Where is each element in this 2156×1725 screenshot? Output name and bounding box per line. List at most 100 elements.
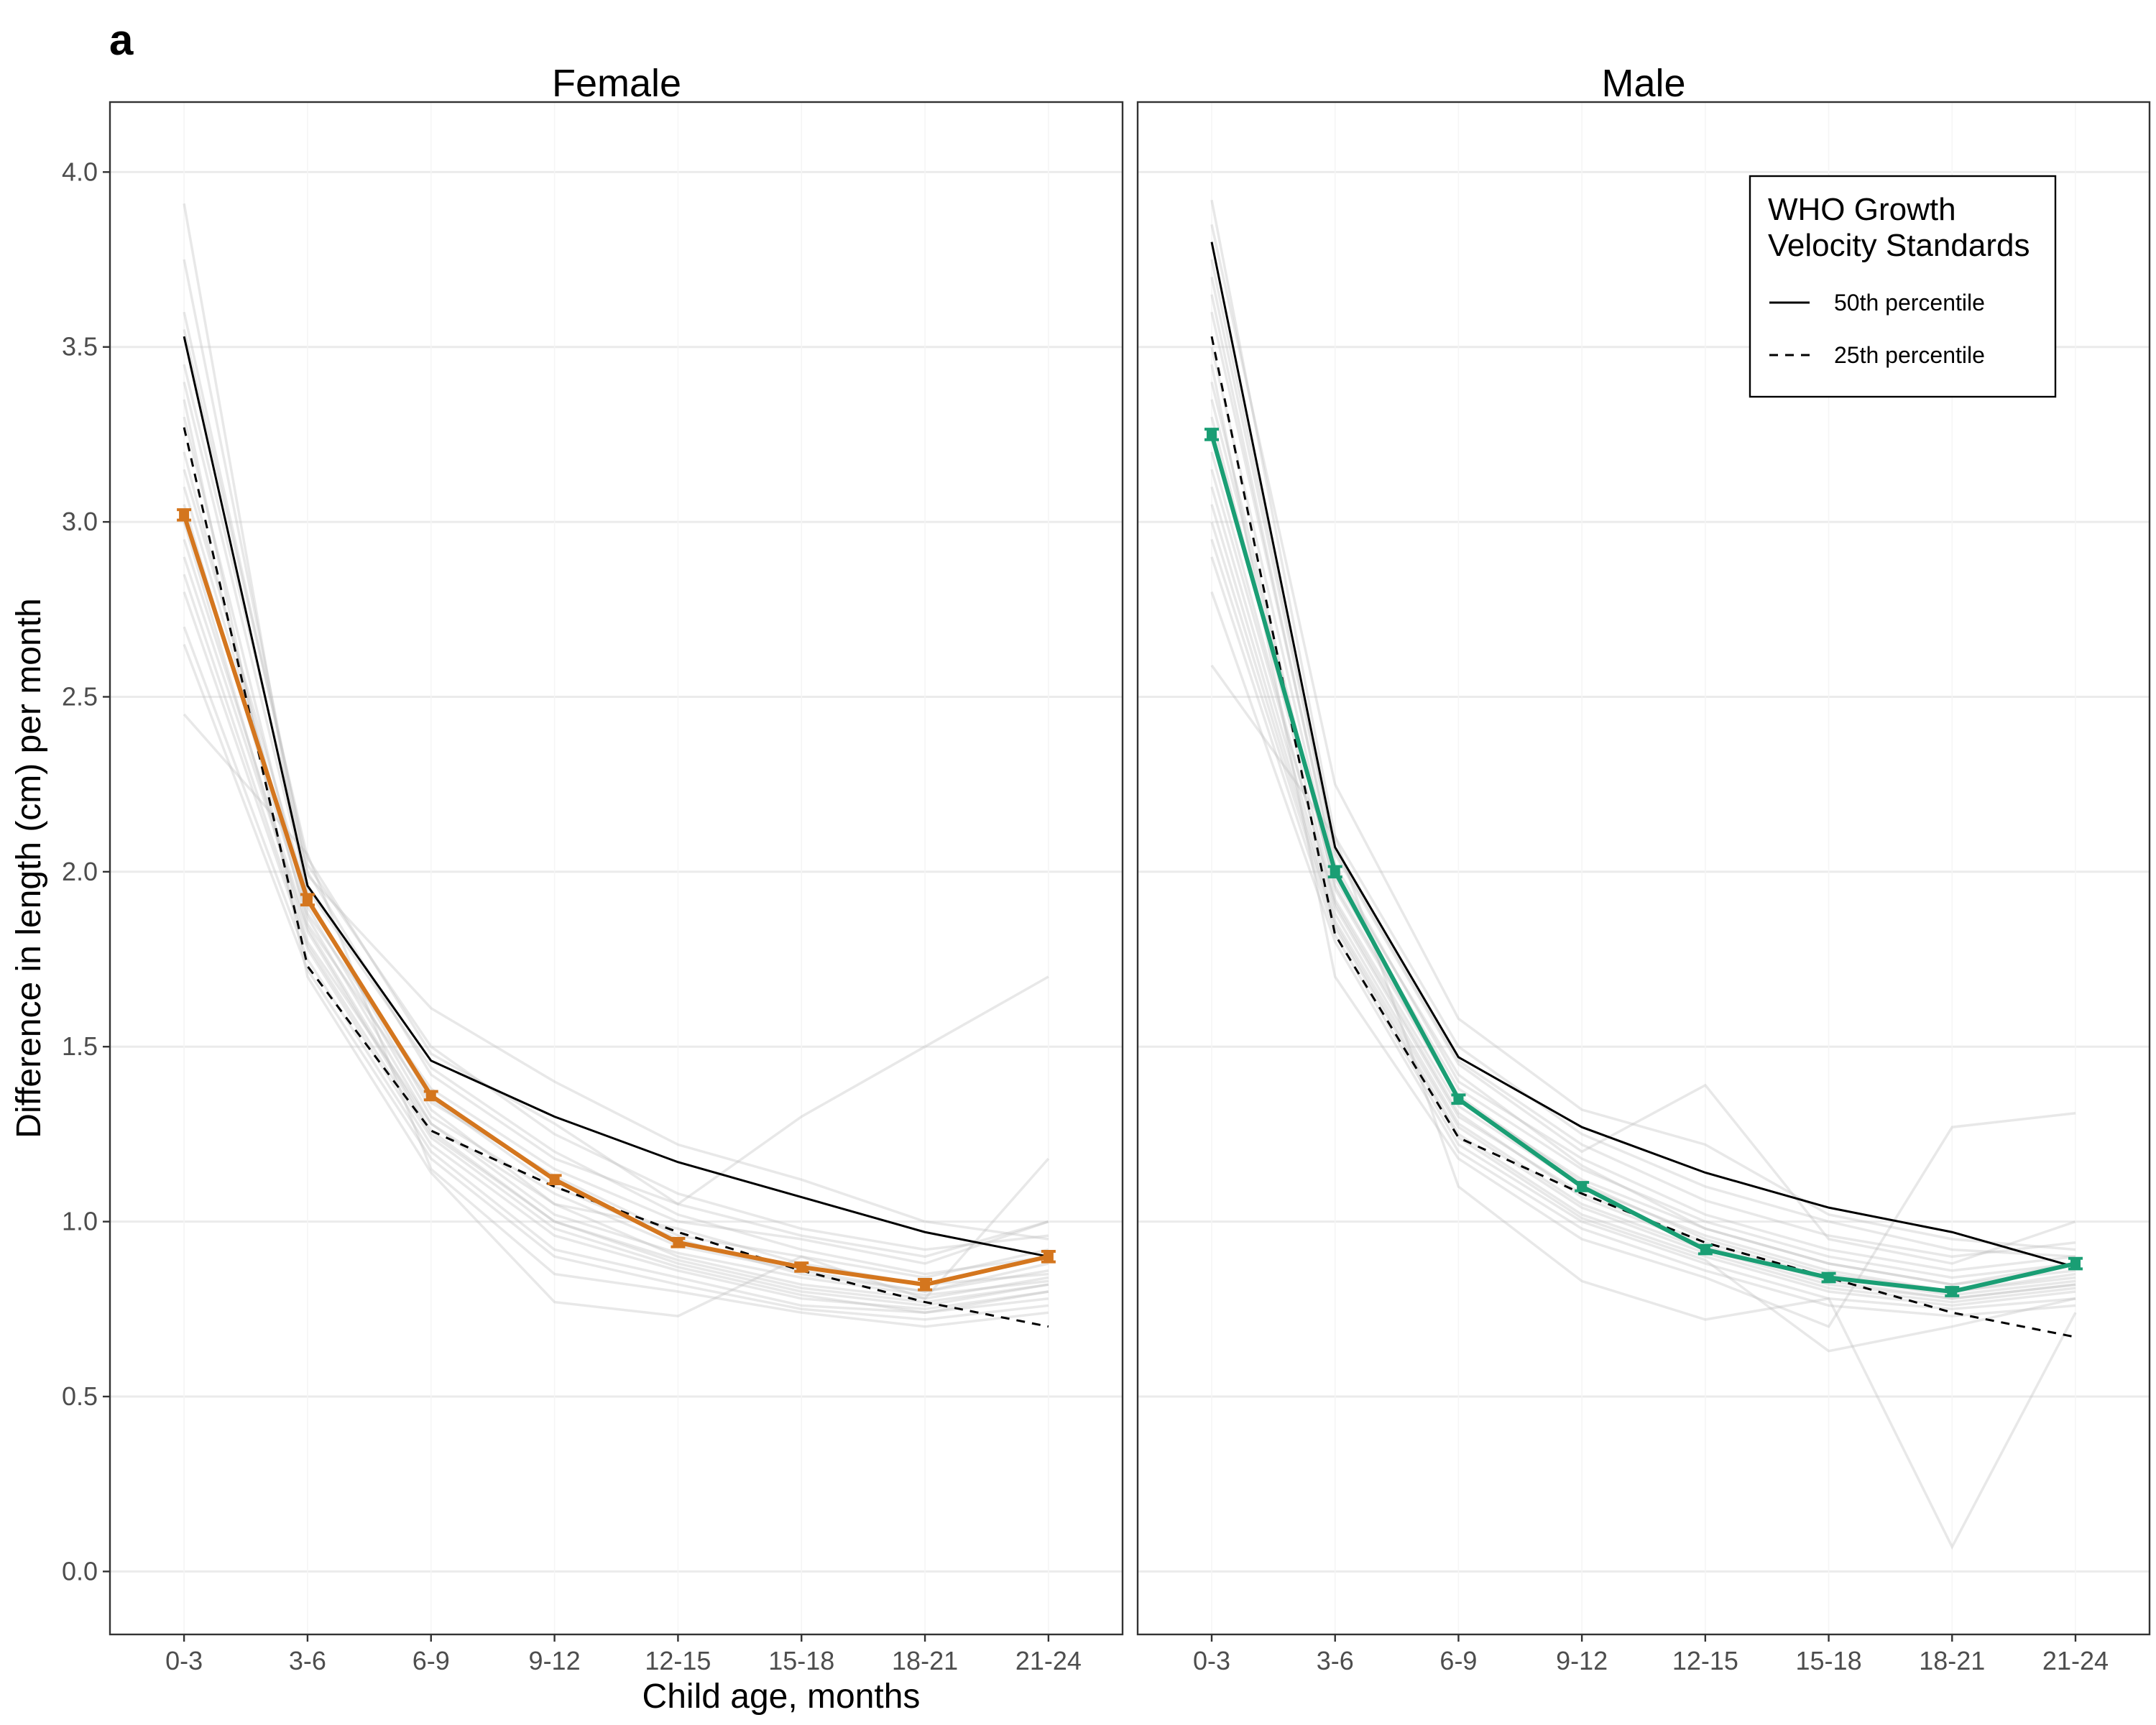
background-line [183, 626, 1049, 1314]
x-tick-label: 3-6 [1317, 1646, 1354, 1675]
male-panel: Male 0-3 3-6 6-9 9-12 12-15 15-18 18-21 21-24 [1136, 62, 2151, 1675]
legend-title-line1: WHO Growth [1768, 192, 1956, 227]
female-gridlines [110, 102, 1123, 1634]
background-line [1210, 469, 2076, 1300]
x-tick-label: 18-21 [892, 1646, 958, 1675]
who-50th-line [183, 336, 1049, 1258]
background-line [183, 521, 1049, 1300]
female-panel: Female 0-3 3-6 6-9 9-12 12-15 15-18 18-21 21-24 [109, 62, 1124, 1675]
panel-label: a [109, 16, 134, 64]
x-tick-label: 12-15 [645, 1646, 711, 1675]
y-tick-label: 4.0 [62, 157, 98, 186]
x-tick-label: 15-18 [1796, 1646, 1862, 1675]
y-tick-label: 0.0 [62, 1556, 98, 1586]
data-point [1947, 1287, 1958, 1296]
x-tick-label: 3-6 [289, 1646, 326, 1675]
y-tick-label: 1.0 [62, 1207, 98, 1236]
data-point [1453, 1095, 1464, 1104]
background-line [183, 469, 1049, 1286]
y-tick-label: 0.5 [62, 1381, 98, 1411]
background-line [183, 486, 1049, 1293]
background-line [1210, 521, 2076, 1307]
x-tick-label: 21-24 [2042, 1646, 2109, 1675]
x-tick-label: 9-12 [1556, 1646, 1608, 1675]
background-line [183, 203, 1049, 1293]
background-line [183, 556, 1049, 1307]
data-point [179, 510, 190, 520]
legend-box [1749, 175, 2057, 398]
legend: WHO Growth Velocity Standards 50th perce… [1749, 175, 2057, 398]
background-line [183, 504, 1049, 1297]
background-line [1210, 381, 2076, 1286]
y-tick-label: 2.0 [62, 857, 98, 886]
background-line [1210, 664, 2077, 1550]
background-line [1210, 259, 2076, 1259]
x-tick-label: 6-9 [1439, 1646, 1477, 1675]
data-point [1043, 1252, 1054, 1261]
main-series-line [182, 514, 1049, 1287]
background-line [183, 538, 1049, 1304]
female-main-series [177, 508, 1056, 1292]
x-tick-label: 0-3 [165, 1646, 203, 1675]
male-x-ticks: 0-3 3-6 6-9 9-12 12-15 15-18 18-21 21-24 [1193, 1634, 2109, 1675]
y-tick-label: 2.5 [62, 681, 98, 711]
data-point [796, 1262, 807, 1271]
female-panel-border [109, 101, 1124, 1636]
y-axis-ticks: 0.0 0.5 1.0 1.5 2.0 2.5 3.0 3.5 4.0 [62, 157, 110, 1586]
background-line [183, 591, 1049, 1311]
y-tick-label: 1.5 [62, 1031, 98, 1061]
data-point [673, 1238, 683, 1247]
female-x-ticks: 0-3 3-6 6-9 9-12 12-15 15-18 18-21 21-24 [165, 1634, 1082, 1675]
background-line [1210, 486, 2076, 1300]
background-line [1210, 538, 2076, 1353]
background-line [183, 643, 1049, 1321]
x-tick-label: 21-24 [1015, 1646, 1082, 1675]
background-line [1210, 224, 2076, 1251]
who-50th-line [1210, 242, 2076, 1269]
data-point [1207, 430, 1217, 439]
background-line [1210, 504, 2076, 1304]
male-main-series [1204, 428, 2083, 1297]
x-tick-label: 15-18 [768, 1646, 834, 1675]
data-point [1700, 1245, 1710, 1254]
x-tick-label: 6-9 [413, 1646, 450, 1675]
x-axis-title: Child age, months [642, 1678, 921, 1716]
background-line [1210, 277, 2076, 1265]
background-line [183, 311, 1049, 1251]
y-tick-label: 3.0 [62, 507, 98, 536]
data-point [1823, 1273, 1834, 1282]
male-background-lines [1210, 199, 2077, 1550]
data-point [302, 895, 313, 904]
background-line [1210, 311, 2076, 1272]
background-line [183, 381, 1049, 1276]
who-25th-line [183, 427, 1049, 1328]
background-line [183, 574, 1049, 1314]
background-line [183, 259, 1049, 1241]
y-tick-label: 3.5 [62, 332, 98, 362]
background-line [183, 713, 1049, 1328]
legend-title-line2: Velocity Standards [1768, 228, 2030, 263]
female-strip-title: Female [552, 62, 681, 105]
male-gridlines [1138, 102, 2150, 1634]
background-line [1210, 199, 2076, 1259]
male-panel-border [1136, 101, 2151, 1636]
data-point [2070, 1259, 2081, 1269]
y-axis-title: Difference in length (cm) per month [10, 598, 48, 1138]
data-point [1577, 1182, 1588, 1191]
background-line [183, 416, 1049, 1265]
background-line [183, 451, 1049, 1279]
data-point [425, 1091, 436, 1100]
x-tick-label: 12-15 [1672, 1646, 1738, 1675]
main-series-line [1210, 433, 2076, 1294]
background-line [183, 364, 1049, 1259]
data-point [549, 1175, 560, 1184]
x-tick-label: 0-3 [1193, 1646, 1230, 1675]
data-point [1330, 867, 1340, 876]
female-background-lines [183, 203, 1050, 1328]
male-strip-title: Male [1601, 62, 1685, 105]
x-tick-label: 9-12 [529, 1646, 581, 1675]
background-line [183, 329, 1049, 1206]
legend-25th-label: 25th percentile [1834, 342, 1985, 368]
background-line [1210, 591, 2076, 1317]
